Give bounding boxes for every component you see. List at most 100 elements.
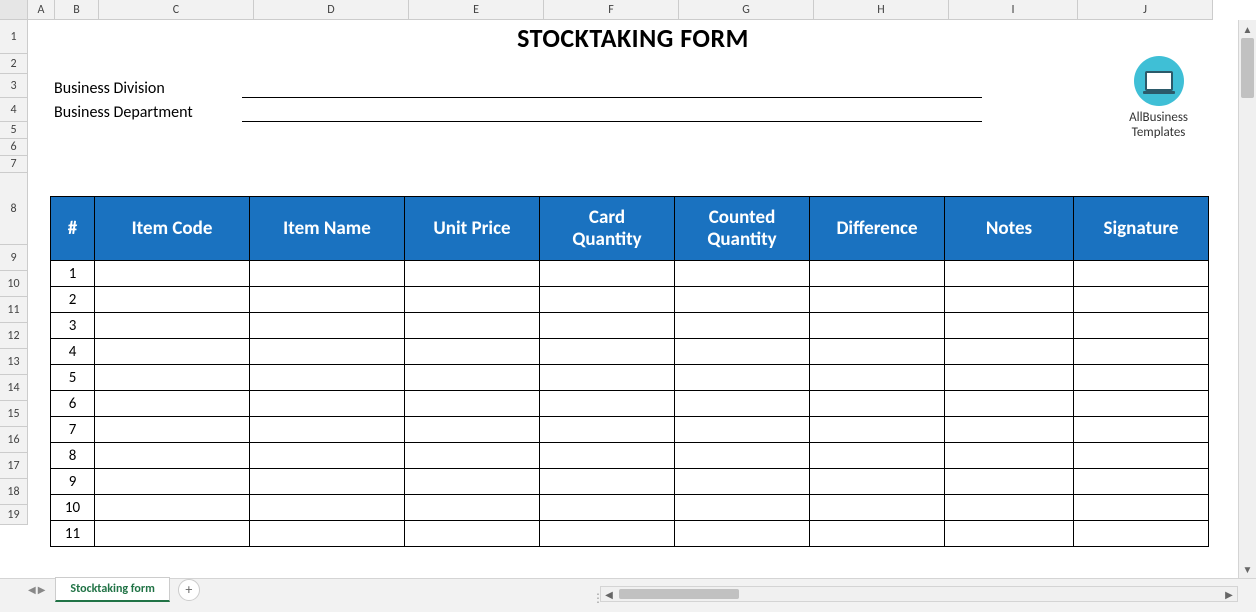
- table-cell[interactable]: [250, 313, 405, 339]
- table-cell[interactable]: [945, 495, 1074, 521]
- column-header-B[interactable]: B: [55, 0, 99, 19]
- table-cell[interactable]: [945, 391, 1074, 417]
- department-input-line[interactable]: [242, 106, 982, 122]
- table-cell[interactable]: [1074, 261, 1209, 287]
- table-cell[interactable]: [945, 469, 1074, 495]
- tab-next-icon[interactable]: ▶: [38, 583, 46, 596]
- column-header-A[interactable]: A: [28, 0, 55, 19]
- table-cell[interactable]: [540, 469, 675, 495]
- vertical-scrollbar[interactable]: ▲ ▼: [1238, 20, 1256, 578]
- table-cell[interactable]: [250, 365, 405, 391]
- table-header-item-code[interactable]: Item Code: [95, 197, 250, 261]
- row-header-2[interactable]: 2: [0, 54, 27, 74]
- table-row[interactable]: 3: [51, 313, 1209, 339]
- table-cell[interactable]: [1074, 287, 1209, 313]
- horizontal-scrollbar[interactable]: ◀ ▶: [600, 586, 1238, 602]
- table-cell[interactable]: [95, 521, 250, 547]
- table-cell[interactable]: [810, 469, 945, 495]
- table-cell[interactable]: [540, 495, 675, 521]
- table-row[interactable]: 4: [51, 339, 1209, 365]
- table-cell[interactable]: 4: [51, 339, 95, 365]
- column-header-I[interactable]: I: [949, 0, 1078, 19]
- table-cell[interactable]: 7: [51, 417, 95, 443]
- table-cell[interactable]: 3: [51, 313, 95, 339]
- table-header-notes[interactable]: Notes: [945, 197, 1074, 261]
- row-header-7[interactable]: 7: [0, 156, 27, 173]
- table-cell[interactable]: [405, 443, 540, 469]
- table-cell[interactable]: [810, 391, 945, 417]
- table-cell[interactable]: [1074, 443, 1209, 469]
- table-cell[interactable]: [95, 313, 250, 339]
- row-header-17[interactable]: 17: [0, 453, 27, 479]
- column-header-E[interactable]: E: [409, 0, 544, 19]
- table-cell[interactable]: [405, 521, 540, 547]
- row-header-18[interactable]: 18: [0, 479, 27, 505]
- table-cell[interactable]: 6: [51, 391, 95, 417]
- scroll-left-icon[interactable]: ◀: [601, 587, 617, 601]
- row-header-5[interactable]: 5: [0, 122, 27, 139]
- table-cell[interactable]: [405, 469, 540, 495]
- column-header-D[interactable]: D: [254, 0, 409, 19]
- table-cell[interactable]: [95, 443, 250, 469]
- table-cell[interactable]: [675, 365, 810, 391]
- table-cell[interactable]: [405, 261, 540, 287]
- scroll-down-icon[interactable]: ▼: [1239, 560, 1256, 578]
- row-header-16[interactable]: 16: [0, 427, 27, 453]
- table-cell[interactable]: [945, 339, 1074, 365]
- table-cell[interactable]: [1074, 521, 1209, 547]
- table-cell[interactable]: [250, 495, 405, 521]
- table-cell[interactable]: [1074, 365, 1209, 391]
- table-cell[interactable]: [250, 521, 405, 547]
- table-cell[interactable]: [1074, 469, 1209, 495]
- table-row[interactable]: 2: [51, 287, 1209, 313]
- table-cell[interactable]: [675, 287, 810, 313]
- table-header--[interactable]: #: [51, 197, 95, 261]
- row-header-10[interactable]: 10: [0, 271, 27, 297]
- stocktaking-table[interactable]: #Item CodeItem NameUnit PriceCardQuantit…: [50, 196, 1209, 547]
- table-cell[interactable]: 8: [51, 443, 95, 469]
- table-cell[interactable]: [250, 261, 405, 287]
- table-cell[interactable]: 10: [51, 495, 95, 521]
- table-cell[interactable]: [540, 261, 675, 287]
- table-cell[interactable]: [675, 261, 810, 287]
- table-row[interactable]: 11: [51, 521, 1209, 547]
- table-cell[interactable]: [810, 365, 945, 391]
- table-header-signature[interactable]: Signature: [1074, 197, 1209, 261]
- division-input-line[interactable]: [242, 82, 982, 98]
- table-row[interactable]: 7: [51, 417, 1209, 443]
- table-row[interactable]: 8: [51, 443, 1209, 469]
- row-header-19[interactable]: 19: [0, 505, 27, 525]
- table-cell[interactable]: [810, 417, 945, 443]
- table-cell[interactable]: [95, 495, 250, 521]
- table-cell[interactable]: [675, 391, 810, 417]
- row-header-14[interactable]: 14: [0, 375, 27, 401]
- table-cell[interactable]: [675, 339, 810, 365]
- table-cell[interactable]: [1074, 495, 1209, 521]
- table-row[interactable]: 1: [51, 261, 1209, 287]
- row-header-8[interactable]: 8: [0, 173, 27, 245]
- table-row[interactable]: 5: [51, 365, 1209, 391]
- row-header-1[interactable]: 1: [0, 20, 27, 54]
- table-cell[interactable]: [540, 287, 675, 313]
- table-cell[interactable]: [675, 443, 810, 469]
- table-cell[interactable]: [250, 287, 405, 313]
- table-cell[interactable]: [945, 261, 1074, 287]
- table-cell[interactable]: [95, 339, 250, 365]
- table-cell[interactable]: [250, 417, 405, 443]
- table-header-counted-quantity[interactable]: CountedQuantity: [675, 197, 810, 261]
- table-header-difference[interactable]: Difference: [810, 197, 945, 261]
- row-header-15[interactable]: 15: [0, 401, 27, 427]
- table-cell[interactable]: [540, 521, 675, 547]
- table-cell[interactable]: [675, 521, 810, 547]
- table-cell[interactable]: [405, 313, 540, 339]
- table-cell[interactable]: [405, 495, 540, 521]
- scroll-up-icon[interactable]: ▲: [1239, 20, 1256, 38]
- table-cell[interactable]: [945, 313, 1074, 339]
- row-header-3[interactable]: 3: [0, 74, 27, 98]
- table-cell[interactable]: 1: [51, 261, 95, 287]
- table-cell[interactable]: [675, 469, 810, 495]
- table-cell[interactable]: [945, 365, 1074, 391]
- table-cell[interactable]: [1074, 313, 1209, 339]
- table-cell[interactable]: [405, 287, 540, 313]
- table-cell[interactable]: [405, 391, 540, 417]
